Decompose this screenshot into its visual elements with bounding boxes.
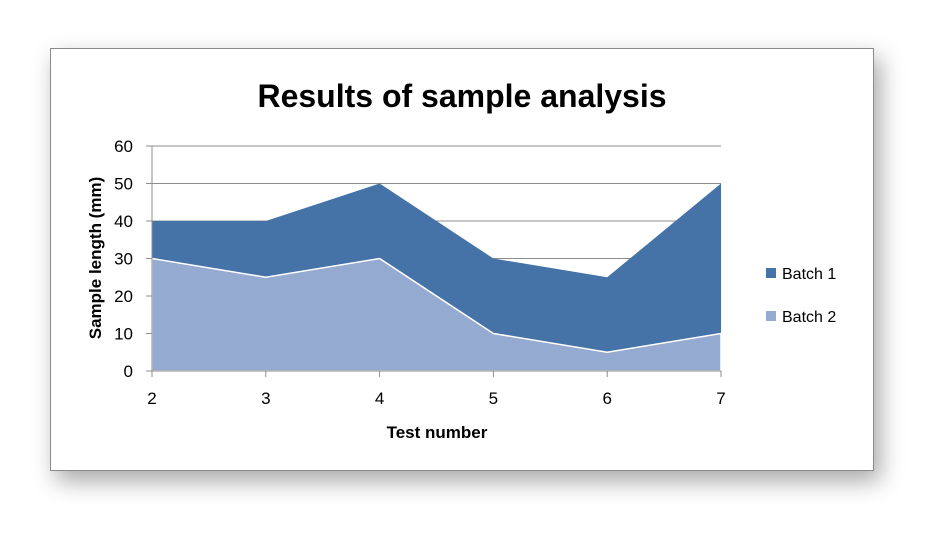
legend-label: Batch 1 (782, 266, 836, 283)
y-tick-label: 20 (114, 287, 133, 306)
x-tick-label: 6 (602, 389, 611, 408)
y-tick-label: 50 (114, 175, 133, 194)
y-tick-label: 40 (114, 212, 133, 231)
legend-swatch (766, 311, 776, 321)
chart-title: Results of sample analysis (257, 78, 666, 114)
legend-label: Batch 2 (782, 309, 836, 326)
legend-swatch (766, 268, 776, 278)
area-batch-2 (151, 257, 722, 372)
x-tick-label: 4 (375, 389, 384, 408)
y-tick-label: 30 (114, 250, 133, 269)
x-tick-label: 5 (489, 389, 498, 408)
y-tick-label: 10 (114, 325, 133, 344)
y-tick-label: 0 (124, 362, 133, 381)
x-tick-label: 7 (716, 389, 725, 408)
y-axis-label: Sample length (mm) (86, 177, 105, 339)
y-tick-label: 60 (114, 137, 133, 156)
x-tick-label: 2 (147, 389, 156, 408)
x-tick-label: 3 (261, 389, 270, 408)
x-axis-label: Test number (387, 423, 488, 442)
